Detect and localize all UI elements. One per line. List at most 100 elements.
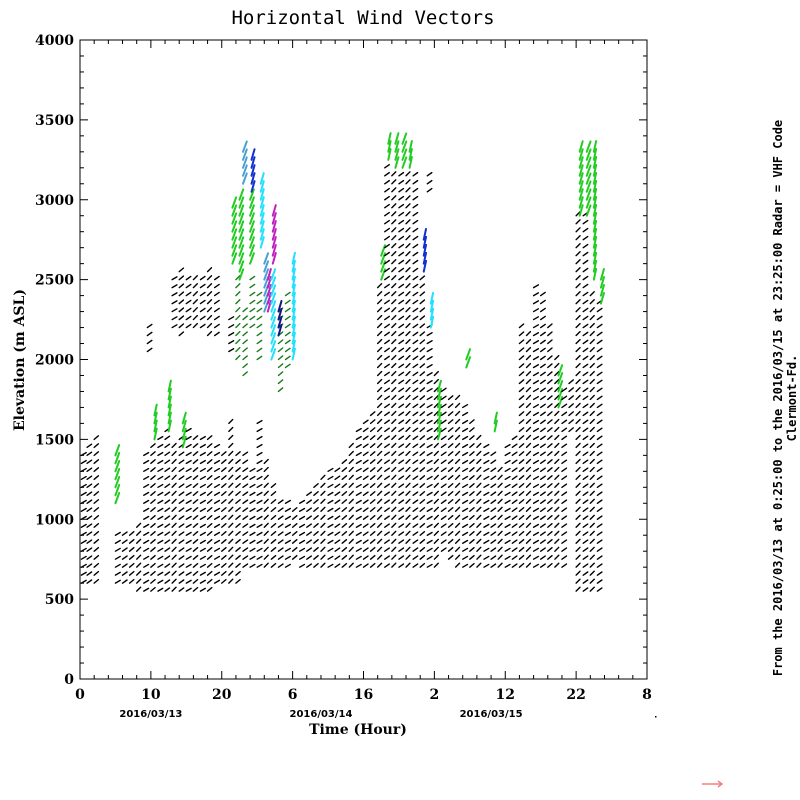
wind-vector [86, 523, 93, 528]
wind-vector [412, 475, 419, 481]
wind-vector [490, 507, 497, 512]
wind-vector [270, 340, 277, 353]
wind-vector [263, 554, 269, 560]
wind-vector [582, 299, 589, 305]
wind-vector [157, 483, 164, 488]
wind-vector [185, 483, 192, 488]
wind-vector [539, 443, 546, 449]
wind-vector [398, 523, 405, 528]
wind-vector [153, 427, 158, 441]
wind-vector [376, 362, 383, 369]
wind-vector [143, 507, 150, 512]
wind-vector [412, 291, 419, 297]
wind-vector [114, 452, 121, 465]
wind-vector [539, 371, 546, 377]
wind-vector [419, 515, 426, 520]
wind-vector [259, 220, 265, 233]
wind-vector [582, 251, 589, 257]
wind-vector [596, 539, 603, 544]
wind-vector [167, 395, 172, 409]
wind-vector [539, 467, 546, 473]
wind-vector [341, 483, 348, 488]
wind-vector [249, 475, 256, 481]
wind-vector [171, 300, 178, 305]
wind-vector [575, 570, 581, 576]
wind-vector [157, 531, 164, 536]
wind-vector [228, 442, 234, 449]
wind-vector [320, 522, 326, 528]
wind-vector [355, 443, 362, 449]
wind-vector [86, 467, 93, 473]
wind-vector [391, 330, 397, 337]
wind-vector [585, 204, 592, 217]
wind-vector [259, 172, 265, 185]
wind-vector [185, 571, 192, 576]
wind-vector [596, 315, 603, 321]
wind-vector [575, 458, 581, 465]
wind-vector [376, 562, 383, 568]
wind-vector [135, 578, 142, 584]
wind-vector [398, 347, 405, 353]
wind-vector [483, 539, 490, 544]
wind-vector [532, 499, 540, 504]
wind-vector [271, 252, 277, 265]
x-axis-label: Time (Hour) [309, 722, 407, 738]
wind-vector [398, 459, 405, 465]
wind-vector [554, 386, 560, 393]
wind-vector [398, 307, 405, 313]
wind-vector [93, 554, 100, 560]
wind-vector [596, 443, 603, 449]
wind-vector [263, 252, 270, 265]
wind-vector [192, 538, 199, 544]
wind-vector [391, 530, 397, 536]
wind-vector [469, 427, 475, 433]
wind-vector [582, 363, 589, 369]
wind-vector [391, 442, 397, 449]
wind-vector [532, 324, 540, 329]
wind-vector [327, 499, 334, 504]
wind-vector [504, 443, 511, 449]
wind-vector [199, 467, 206, 473]
wind-vector [596, 555, 603, 560]
wind-vector [380, 260, 386, 273]
wind-vector [532, 451, 540, 457]
wind-vector [185, 299, 192, 305]
wind-vector [398, 547, 405, 552]
wind-vector [185, 507, 192, 512]
wind-vector [575, 514, 581, 520]
wind-vector [228, 450, 234, 457]
wind-vector [192, 298, 198, 305]
wind-vector [206, 267, 213, 273]
wind-vector [497, 506, 503, 512]
wind-vector [554, 554, 560, 560]
wind-vector [596, 499, 603, 504]
wind-vector [235, 451, 241, 457]
wind-vector [185, 579, 192, 584]
wind-vector [362, 563, 369, 568]
wind-vector [235, 298, 241, 305]
wind-vector [391, 402, 397, 409]
wind-vector [93, 570, 100, 576]
wind-vector [299, 523, 306, 528]
wind-vector [525, 466, 532, 473]
wind-vector [582, 499, 589, 504]
wind-vector [462, 411, 469, 417]
wind-vector [249, 275, 256, 281]
wind-vector [270, 554, 277, 560]
wind-vector [80, 467, 87, 473]
wind-vector [192, 435, 199, 441]
wind-vector [433, 410, 439, 417]
y-tick-label: 1500 [35, 432, 74, 448]
wind-vector [135, 546, 142, 552]
wind-vector [568, 419, 574, 425]
wind-vector [419, 459, 426, 465]
wind-vector [582, 403, 589, 409]
wind-vector [185, 467, 192, 473]
wind-vector [143, 491, 150, 496]
wind-vector [578, 204, 584, 217]
wind-vector [384, 347, 390, 353]
wind-vector [433, 482, 439, 488]
wind-vector [178, 483, 185, 488]
wind-vector [426, 348, 433, 353]
wind-vector [405, 370, 411, 377]
